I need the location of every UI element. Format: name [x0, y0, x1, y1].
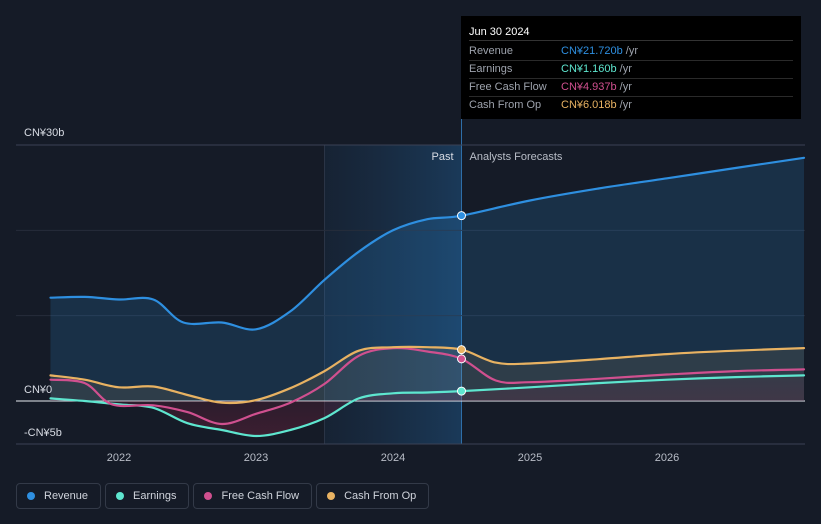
y-axis-label: CN¥30b [24, 127, 64, 139]
tooltip-row-label: Free Cash Flow [469, 81, 547, 93]
tooltip-row: Cash From Op CN¥6.018b/yr [469, 97, 793, 114]
legend-item-revenue[interactable]: Revenue [16, 483, 102, 509]
legend-dot-icon [27, 492, 35, 500]
tooltip-row-label: Cash From Op [469, 99, 542, 111]
legend-item-earnings[interactable]: Earnings [105, 483, 190, 509]
x-tick-label: 2025 [518, 452, 542, 464]
cash-from-op-line [49, 345, 806, 405]
tooltip-row-unit: /yr [619, 81, 632, 93]
revenue-line [49, 156, 806, 331]
tooltip-row-value: CN¥21.720b [561, 45, 623, 57]
legend-item-cash-from-op[interactable]: Cash From Op [316, 483, 430, 509]
tooltip-row-unit: /yr [619, 63, 632, 75]
free-cash-flow-line [49, 346, 806, 426]
tooltip-date: Jun 30 2024 [469, 24, 793, 41]
tooltip: Jun 30 2024 Revenue CN¥21.720b/yr Earnings… [461, 16, 801, 119]
x-tick-label: 2024 [381, 452, 405, 464]
tooltip-row-value: CN¥1.160b [561, 63, 617, 75]
x-tick-label: 2022 [107, 452, 131, 464]
earnings-highlight-point [457, 386, 466, 396]
tooltip-row-unit: /yr [625, 45, 639, 57]
cash-from-op-highlight-point [457, 345, 466, 355]
legend-label: Revenue [44, 490, 89, 502]
x-tick-label: 2026 [655, 452, 679, 464]
forecast-label: Analysts Forecasts [470, 151, 563, 163]
tooltip-row-unit: /yr [619, 99, 632, 111]
tooltip-row: Free Cash Flow CN¥4.937b/yr [469, 79, 793, 97]
past-label: Past [431, 151, 453, 163]
revenue-area [50, 157, 804, 401]
legend-dot-icon [204, 492, 213, 500]
y-axis-label: -CN¥5b [24, 427, 62, 439]
legend-label: Earnings [133, 490, 177, 502]
tooltip-row: Earnings CN¥1.160b/yr [469, 61, 793, 79]
earnings-line [49, 374, 806, 438]
legend-dot-icon [116, 492, 125, 500]
tooltip-row-value: CN¥4.937b [561, 81, 617, 93]
legend-dot-icon [327, 492, 336, 500]
y-axis-label: CN¥0 [24, 384, 52, 396]
legend: Revenue Earnings Free Cash Flow Cash From O… [16, 483, 430, 509]
tooltip-row: Revenue CN¥21.720b/yr [469, 43, 793, 61]
legend-label: Cash From Op [344, 490, 417, 502]
tooltip-row-value: CN¥6.018b [561, 99, 617, 111]
x-tick-label: 2023 [244, 452, 268, 464]
tooltip-row-label: Revenue [469, 45, 514, 57]
legend-label: Free Cash Flow [221, 490, 300, 502]
revenue-highlight-point [457, 211, 466, 221]
free-cash-flow-highlight-point [457, 354, 466, 364]
tooltip-row-label: Earnings [469, 63, 513, 75]
legend-item-free-cash-flow[interactable]: Free Cash Flow [193, 483, 313, 509]
